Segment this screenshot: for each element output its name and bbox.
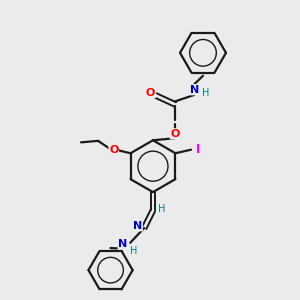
Text: O: O <box>109 145 118 155</box>
Text: N: N <box>190 85 199 94</box>
Text: H: H <box>130 246 138 256</box>
Text: O: O <box>170 129 180 139</box>
Text: I: I <box>196 143 200 156</box>
Text: O: O <box>146 88 155 98</box>
Text: H: H <box>202 88 209 98</box>
Text: H: H <box>158 204 166 214</box>
Text: N: N <box>118 239 128 249</box>
Text: N: N <box>133 221 142 231</box>
